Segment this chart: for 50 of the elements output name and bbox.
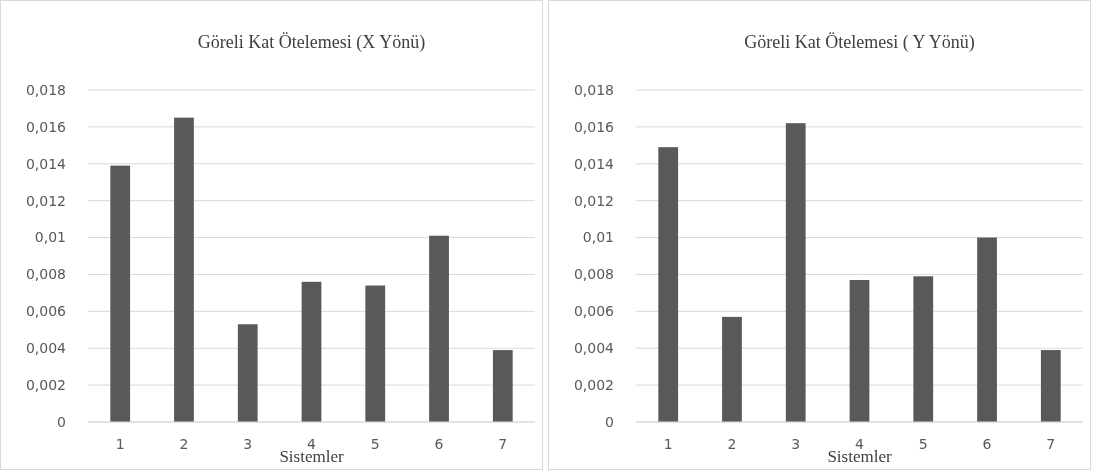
bar: [492, 350, 513, 422]
bar: [1040, 350, 1061, 422]
x-tick-label: 7: [498, 436, 508, 452]
x-tick-label: 1: [115, 436, 125, 452]
y-tick-label: 0,002: [573, 377, 614, 394]
x-tick-label: 1: [663, 436, 673, 452]
y-tick-label: 0,012: [573, 192, 614, 209]
y-tick-label: 0,018: [25, 81, 66, 98]
y-tick-label: 0,012: [25, 192, 66, 209]
y-tick-label: 0,018: [573, 81, 614, 98]
y-tick-label: 0,016: [25, 118, 67, 135]
bar: [174, 117, 194, 422]
y-tick-label: 0,004: [573, 340, 615, 357]
x-tick-label: 4: [855, 436, 865, 452]
y-tick-label: 0,006: [573, 303, 615, 320]
x-tick-label: 3: [243, 436, 253, 452]
x-tick-label: 5: [918, 436, 928, 452]
chart-title: Göreli Kat Ötelemesi ( Y Yönü): [744, 32, 975, 53]
y-tick-label: 0,004: [25, 340, 67, 357]
y-tick-label: 0,006: [25, 303, 67, 320]
x-tick-label: 2: [179, 436, 189, 452]
y-tick-label: 0: [605, 413, 614, 430]
y-tick-label: 0,008: [573, 266, 614, 283]
x-tick-label: 6: [434, 436, 444, 452]
y-tick-label: 0,014: [25, 155, 67, 172]
x-tick-label: 6: [982, 436, 992, 452]
y-tick-label: 0,01: [582, 229, 614, 246]
bar: [110, 165, 131, 422]
bar: [977, 237, 997, 422]
bar: [429, 235, 449, 422]
x-tick-label: 7: [1046, 436, 1056, 452]
y-tick-label: 0,008: [25, 266, 66, 283]
x-tick-label: 3: [791, 436, 801, 452]
y-tick-label: 0,01: [34, 229, 66, 246]
bar: [849, 279, 870, 422]
bar: [785, 123, 806, 422]
bar: [365, 285, 386, 422]
y-tick-label: 0,002: [25, 377, 66, 394]
y-tick-label: 0: [57, 413, 66, 430]
bar: [237, 324, 258, 422]
bar: [722, 316, 742, 422]
x-tick-label: 4: [307, 436, 317, 452]
x-tick-label: 2: [727, 436, 737, 452]
bar: [913, 276, 934, 422]
bar: [658, 147, 679, 422]
y-tick-label: 0,014: [573, 155, 615, 172]
y-tick-label: 0,016: [573, 118, 615, 135]
x-tick-label: 5: [370, 436, 380, 452]
bar: [301, 281, 322, 422]
chart-title: Göreli Kat Ötelemesi (X Yönü): [197, 32, 426, 53]
